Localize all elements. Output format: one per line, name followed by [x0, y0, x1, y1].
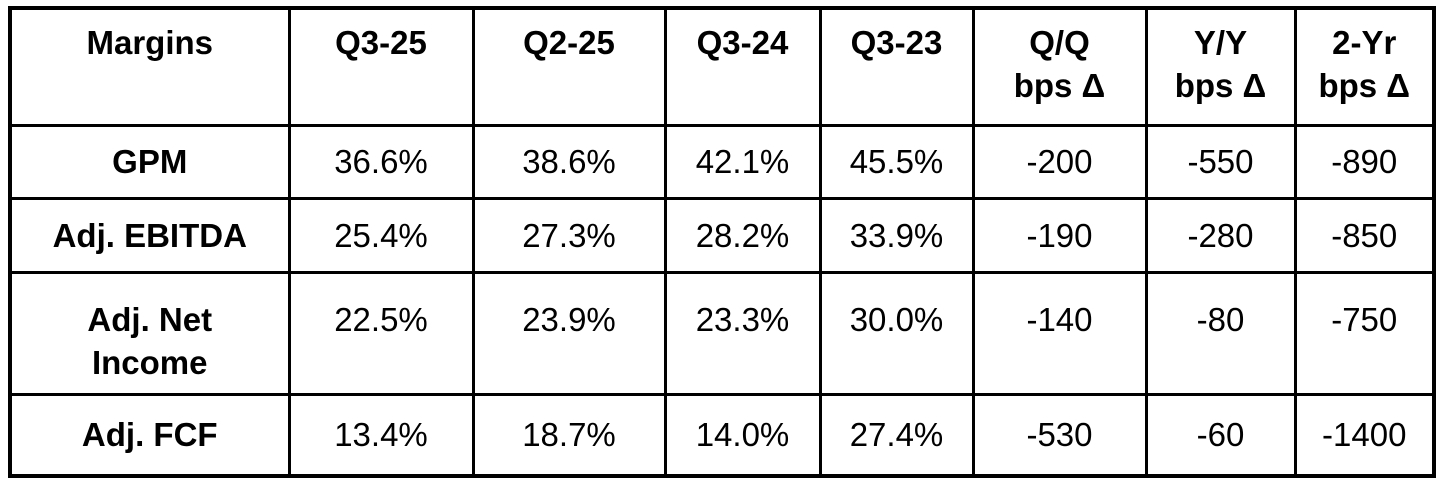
value-cell: 30.0% — [818, 270, 975, 396]
header-cell-q3-23: Q3-23 — [818, 6, 975, 127]
value-cell: 33.9% — [818, 196, 975, 274]
value-cell: 42.1% — [663, 123, 822, 200]
value-cell: 22.5% — [287, 270, 475, 396]
row-label-adj-net-income: Adj. Net Income — [8, 270, 291, 396]
value-cell: 27.4% — [818, 392, 975, 478]
value-cell: 38.6% — [471, 123, 667, 200]
header-cell-q2-25: Q2-25 — [471, 6, 667, 127]
row-label-gpm: GPM — [8, 123, 291, 200]
value-cell: 23.3% — [663, 270, 822, 396]
value-cell: 27.3% — [471, 196, 667, 274]
value-cell: 13.4% — [287, 392, 475, 478]
value-cell: -280 — [1144, 196, 1297, 274]
value-cell: 45.5% — [818, 123, 975, 200]
table-row-adj-net-income: Adj. Net Income 22.5% 23.9% 23.3% 30.0% … — [8, 270, 1436, 396]
value-cell: -850 — [1293, 196, 1436, 274]
header-cell-2yr-bps-delta: 2-Yr bps Δ — [1293, 6, 1436, 127]
header-cell-qq-bps-delta: Q/Q bps Δ — [971, 6, 1148, 127]
value-cell: 25.4% — [287, 196, 475, 274]
value-cell: -190 — [971, 196, 1148, 274]
value-cell: -750 — [1293, 270, 1436, 396]
value-cell: 36.6% — [287, 123, 475, 200]
table-row-adj-fcf: Adj. FCF 13.4% 18.7% 14.0% 27.4% -530 -6… — [8, 392, 1436, 478]
value-cell: -550 — [1144, 123, 1297, 200]
table-row-gpm: GPM 36.6% 38.6% 42.1% 45.5% -200 -550 -8… — [8, 123, 1436, 200]
table-row-adj-ebitda: Adj. EBITDA 25.4% 27.3% 28.2% 33.9% -190… — [8, 196, 1436, 274]
header-cell-q3-24: Q3-24 — [663, 6, 822, 127]
value-cell: -200 — [971, 123, 1148, 200]
header-cell-yy-bps-delta: Y/Y bps Δ — [1144, 6, 1297, 127]
value-cell: 14.0% — [663, 392, 822, 478]
margins-table: Margins Q3-25 Q2-25 Q3-24 Q3-23 Q/Q bps … — [8, 6, 1436, 478]
header-cell-q3-25: Q3-25 — [287, 6, 475, 127]
table-header-row: Margins Q3-25 Q2-25 Q3-24 Q3-23 Q/Q bps … — [8, 6, 1436, 127]
value-cell: -80 — [1144, 270, 1297, 396]
value-cell: -890 — [1293, 123, 1436, 200]
value-cell: 23.9% — [471, 270, 667, 396]
header-cell-margins: Margins — [8, 6, 291, 127]
row-label-adj-ebitda: Adj. EBITDA — [8, 196, 291, 274]
value-cell: 28.2% — [663, 196, 822, 274]
value-cell: -1400 — [1293, 392, 1436, 478]
value-cell: -530 — [971, 392, 1148, 478]
row-label-adj-fcf: Adj. FCF — [8, 392, 291, 478]
value-cell: -60 — [1144, 392, 1297, 478]
value-cell: 18.7% — [471, 392, 667, 478]
value-cell: -140 — [971, 270, 1148, 396]
